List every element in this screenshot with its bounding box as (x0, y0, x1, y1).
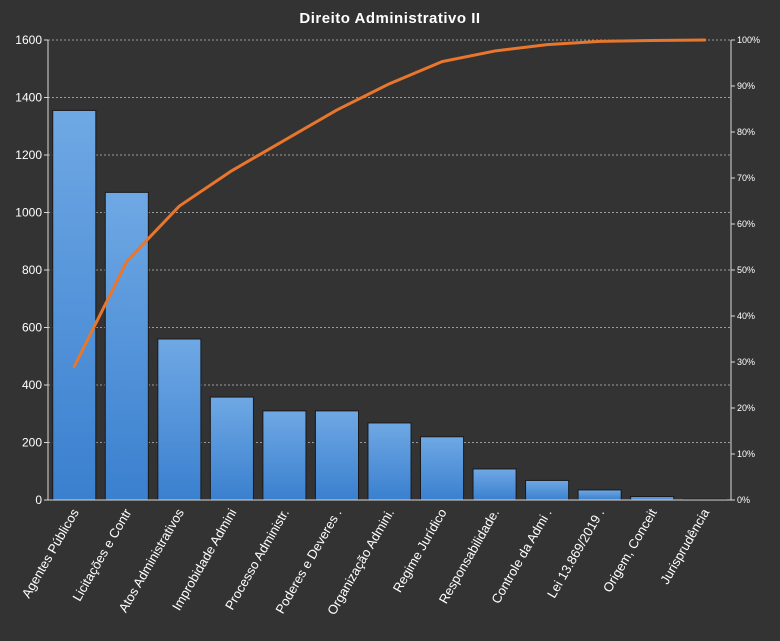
bar (630, 496, 675, 501)
bar (472, 468, 517, 501)
y-tick-label: 600 (22, 321, 42, 335)
y2-tick-label: 90% (737, 81, 755, 91)
bar-series (52, 109, 727, 501)
chart-title: Direito Administrativo II (299, 10, 480, 27)
y2-tick-label: 60% (737, 219, 755, 229)
bar (104, 191, 149, 501)
y-tick-label: 1000 (15, 206, 42, 220)
y-tick-label: 1400 (15, 91, 42, 105)
y-tick-label: 400 (22, 378, 42, 392)
y2-tick-label: 30% (737, 357, 755, 367)
y2-tick-label: 50% (737, 265, 755, 275)
bar (209, 396, 254, 501)
bar (157, 338, 202, 501)
bar (419, 436, 465, 501)
y2-tick-label: 0% (737, 495, 750, 505)
y-tick-label: 800 (22, 263, 42, 277)
y-tick-label: 0 (35, 493, 42, 507)
cumulative-line (72, 38, 707, 369)
bar (367, 422, 412, 501)
y2-tick-label: 20% (737, 403, 755, 413)
y-tick-label: 200 (22, 436, 42, 450)
bar (314, 410, 360, 501)
y-axis-left: 0 200 400 600 800 1000 1200 1400 1600 (15, 33, 731, 507)
y2-tick-label: 10% (737, 449, 755, 459)
y2-tick-label: 100% (737, 35, 760, 45)
bar (262, 410, 307, 501)
bar (577, 489, 622, 501)
bar (52, 109, 97, 501)
y-tick-label: 1600 (15, 33, 42, 47)
y2-tick-label: 80% (737, 127, 755, 137)
bar (525, 479, 570, 501)
y-tick-label: 1200 (15, 148, 42, 162)
y2-tick-label: 40% (737, 311, 755, 321)
y2-tick-label: 70% (737, 173, 755, 183)
y-axis-right: 0% 10% 20% 30% 40% 50% 60% 70% 80% 90% 100% (730, 35, 760, 505)
cumulative-line-series (72, 38, 707, 369)
